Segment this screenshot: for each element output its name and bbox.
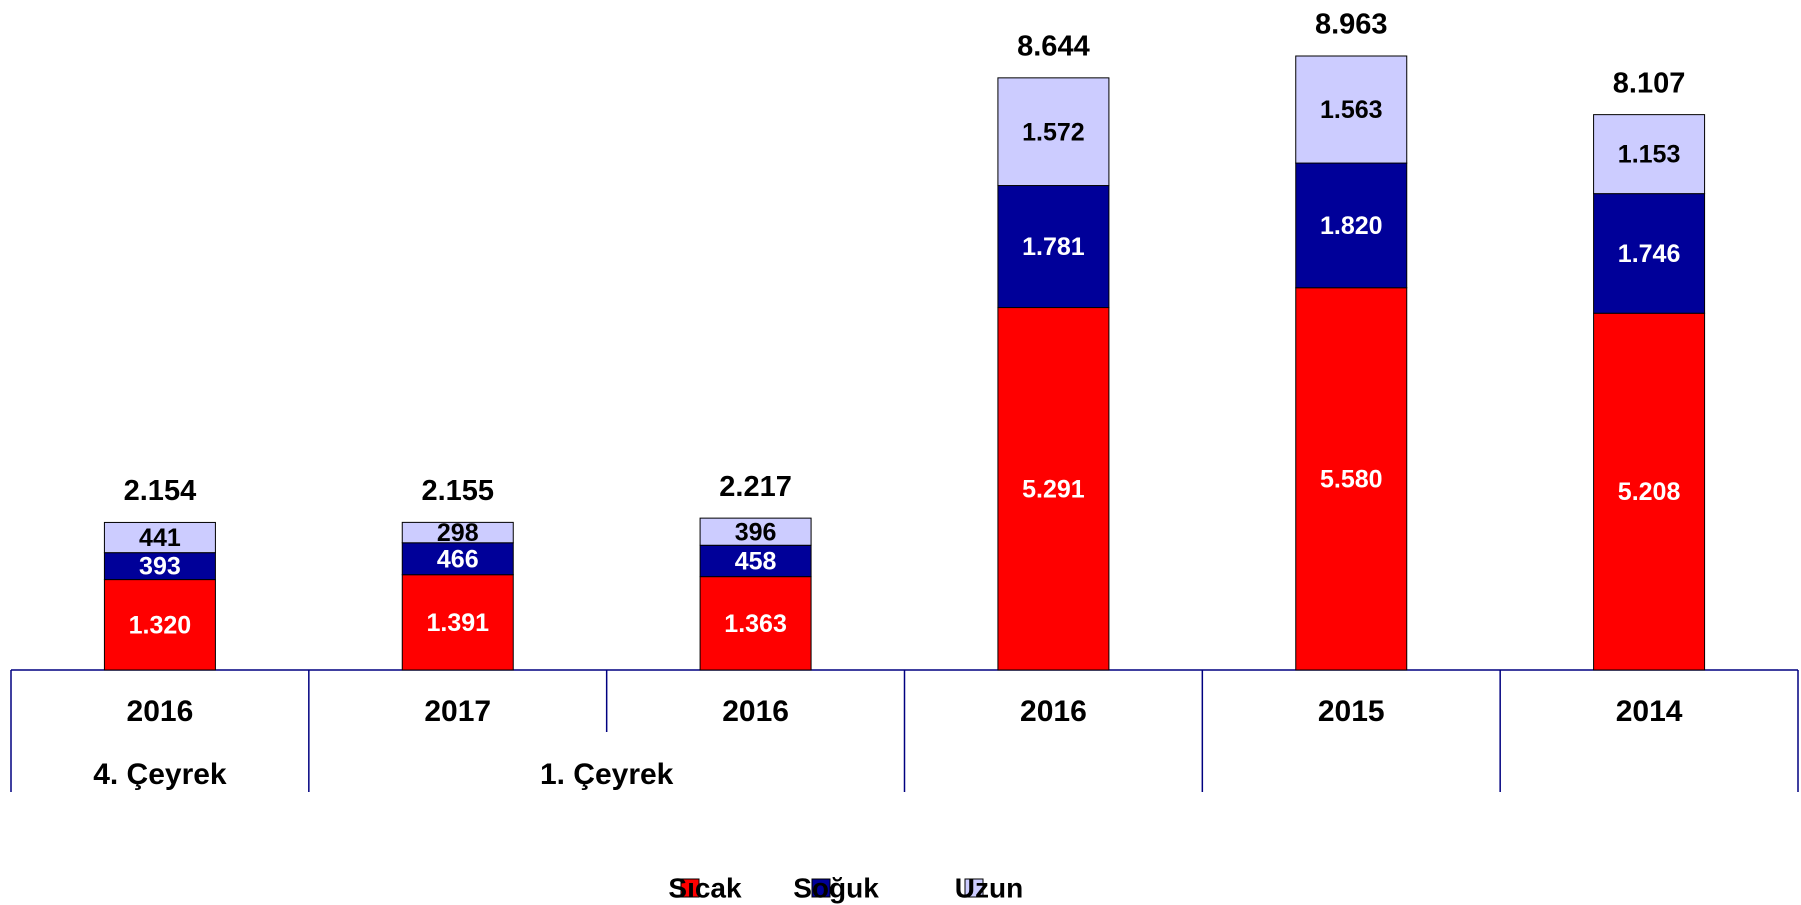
total-label: 2.217 bbox=[719, 471, 792, 503]
data-label: 1.820 bbox=[1320, 212, 1383, 240]
bar-segment bbox=[1295, 55, 1408, 164]
x-tick-label: 2016 bbox=[722, 695, 789, 728]
data-label: 1.320 bbox=[129, 611, 192, 639]
bar-segment bbox=[997, 185, 1110, 309]
x-tick-label: 2014 bbox=[1616, 695, 1683, 728]
bar-segment bbox=[401, 542, 514, 576]
x-tick-label: 2017 bbox=[424, 695, 491, 728]
x-tick-label: 2015 bbox=[1318, 695, 1385, 728]
legend-label: Uzun bbox=[955, 872, 1023, 903]
bar-segment bbox=[1295, 162, 1408, 289]
x-tick-label: 2016 bbox=[1020, 695, 1087, 728]
legend-label: Soğuk bbox=[793, 872, 879, 903]
data-label: 298 bbox=[437, 519, 479, 547]
legend-swatch bbox=[680, 878, 700, 898]
total-label: 8.107 bbox=[1613, 67, 1686, 99]
data-label: 1.746 bbox=[1618, 240, 1681, 268]
bar-segment bbox=[699, 517, 812, 546]
data-label: 1.153 bbox=[1618, 141, 1681, 169]
data-label: 396 bbox=[735, 518, 777, 546]
legend-swatch bbox=[811, 878, 831, 898]
data-label: 393 bbox=[139, 553, 181, 581]
data-label: 5.291 bbox=[1022, 475, 1085, 503]
bar-segment bbox=[997, 307, 1110, 671]
total-label: 8.644 bbox=[1017, 31, 1090, 63]
bar-segment bbox=[1593, 114, 1706, 195]
bar-segment bbox=[401, 521, 514, 544]
bar-segment bbox=[103, 552, 216, 581]
data-label: 1.391 bbox=[426, 609, 489, 637]
bar-segment bbox=[401, 574, 514, 671]
data-label: 5.208 bbox=[1618, 478, 1681, 506]
group-label: 1. Çeyrek bbox=[540, 758, 674, 791]
total-label: 2.154 bbox=[124, 475, 197, 507]
group-label: 4. Çeyrek bbox=[93, 758, 227, 791]
data-label: 1.563 bbox=[1320, 96, 1383, 124]
data-label: 466 bbox=[437, 545, 479, 573]
data-label: 441 bbox=[139, 524, 181, 552]
data-label: 1.572 bbox=[1022, 118, 1085, 146]
data-label: 1.781 bbox=[1022, 233, 1085, 261]
bar-segment bbox=[103, 579, 216, 671]
bar-segment bbox=[997, 77, 1110, 187]
total-label: 8.963 bbox=[1315, 9, 1388, 41]
legend-label: Sıcak bbox=[668, 872, 742, 903]
legend-swatch bbox=[964, 878, 984, 898]
bar-segment bbox=[1593, 193, 1706, 314]
data-label: 1.363 bbox=[724, 610, 787, 638]
x-tick-label: 2016 bbox=[127, 695, 194, 728]
data-label: 5.580 bbox=[1320, 465, 1383, 493]
bar-segment bbox=[1295, 287, 1408, 671]
total-label: 2.155 bbox=[421, 475, 494, 507]
bar-segment bbox=[103, 521, 216, 554]
bar-segment bbox=[1593, 312, 1706, 671]
data-label: 458 bbox=[735, 548, 777, 576]
